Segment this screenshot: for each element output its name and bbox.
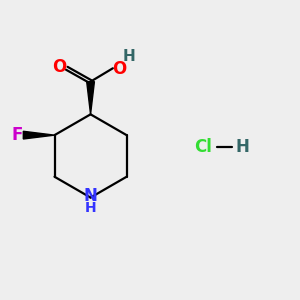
- Text: O: O: [52, 58, 67, 76]
- Text: N: N: [84, 187, 98, 205]
- Text: H: H: [123, 50, 136, 64]
- Text: O: O: [112, 60, 127, 78]
- Polygon shape: [87, 82, 94, 114]
- Text: Cl: Cl: [195, 138, 212, 156]
- Text: F: F: [11, 125, 22, 143]
- Text: H: H: [235, 138, 249, 156]
- Polygon shape: [23, 131, 55, 139]
- Text: H: H: [85, 201, 96, 215]
